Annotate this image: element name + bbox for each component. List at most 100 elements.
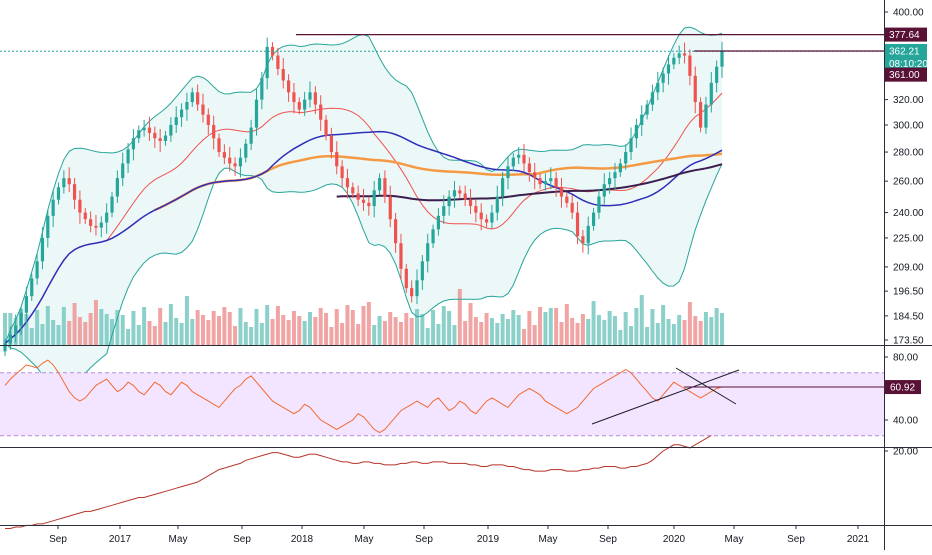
- volume-bar: [275, 306, 280, 345]
- volume-bar: [548, 308, 553, 345]
- candle-body: [490, 212, 494, 223]
- volume-bar: [286, 320, 291, 345]
- price-tick-label: 300.00: [893, 120, 924, 131]
- volume-bar: [388, 312, 393, 345]
- rsi-trendline-support: [591, 369, 740, 425]
- volume-bar: [77, 317, 82, 345]
- volume-bar: [580, 314, 585, 345]
- volume-bar: [361, 306, 366, 345]
- candle-body: [447, 196, 451, 207]
- candle-body: [640, 114, 644, 125]
- candle-body: [78, 199, 82, 213]
- volume-bar: [505, 319, 510, 345]
- candle-body: [436, 215, 441, 230]
- obv-tick-label: 20.00: [893, 447, 918, 458]
- candle-body: [313, 92, 317, 105]
- volume-bar: [259, 323, 264, 345]
- volume-bar: [591, 301, 596, 345]
- volume-bar: [473, 317, 478, 345]
- candle-body: [24, 296, 29, 313]
- volume-bar: [612, 316, 617, 345]
- candle-body: [575, 212, 580, 237]
- candle-body: [715, 66, 719, 83]
- volume-bar: [51, 320, 56, 345]
- volume-bar: [698, 321, 703, 345]
- volume-bar: [233, 326, 238, 345]
- price-tag-label: 362.21: [889, 46, 920, 57]
- volume-bar: [677, 315, 682, 345]
- candle-body: [244, 143, 248, 158]
- volume-bar: [147, 321, 152, 345]
- volume-bar: [468, 303, 473, 345]
- volume-bar: [596, 315, 601, 345]
- volume-bar: [607, 311, 612, 345]
- volume-bar: [29, 328, 34, 345]
- volume-bar: [329, 327, 334, 345]
- volume-bar: [666, 319, 671, 345]
- volume-bar: [163, 322, 168, 345]
- rsi-tag-background: [885, 380, 921, 395]
- candle-body: [367, 202, 371, 207]
- volume-bar: [543, 312, 548, 345]
- candle-body: [495, 196, 499, 213]
- volume-bar: [206, 320, 211, 345]
- volume-bar: [126, 329, 131, 345]
- time-tick-label: May: [539, 534, 558, 545]
- volume-bar: [24, 314, 29, 345]
- candle-body: [110, 196, 114, 213]
- candle-body: [72, 184, 77, 200]
- volume-bar: [720, 313, 724, 345]
- volume-bar: [67, 321, 72, 345]
- candle-body: [501, 178, 505, 197]
- bollinger-lower-band: [4, 163, 723, 397]
- rsi-line: [4, 359, 723, 434]
- candle-body: [201, 104, 205, 115]
- volume-bar: [393, 317, 398, 345]
- candle-body: [618, 163, 622, 173]
- time-tick-label: Sep: [415, 534, 433, 545]
- rsi-axis[interactable]: 80.00 40.00: [884, 353, 918, 427]
- time-tick-label: May: [355, 534, 374, 545]
- rsi-pane[interactable]: [0, 359, 884, 437]
- candle-body: [174, 117, 178, 125]
- volume-bar: [538, 307, 543, 345]
- price-tick-label: 173.50: [893, 336, 924, 347]
- candle-body: [206, 114, 210, 125]
- obv-pane[interactable]: [5, 435, 712, 529]
- price-pane[interactable]: [0, 26, 884, 397]
- bollinger-fill: [5, 27, 722, 396]
- candle-body: [345, 178, 350, 188]
- volume-bar: [168, 304, 173, 345]
- price-tag-label: 361.00: [889, 70, 920, 81]
- volume-bar: [142, 307, 147, 345]
- obv-axis[interactable]: 20.00: [884, 447, 918, 458]
- volume-bar: [564, 304, 569, 345]
- candle-body: [394, 219, 398, 244]
- candle-body: [126, 149, 130, 164]
- candle-body: [415, 280, 419, 297]
- candle-body: [185, 102, 189, 110]
- candle-body: [137, 130, 141, 139]
- candle-body: [554, 178, 558, 188]
- candle-body: [591, 212, 596, 226]
- time-tick-label: Sep: [599, 534, 617, 545]
- horizontal-levels: [296, 33, 884, 52]
- candle-body: [720, 51, 724, 67]
- candle-body: [645, 104, 649, 115]
- time-tick-label: Sep: [49, 534, 67, 545]
- volume-bar: [522, 329, 527, 345]
- candle-body: [158, 138, 162, 141]
- time-axis[interactable]: Sep 2017 May Sep 2018 May Sep 2019 May Sep 2020 May…: [49, 525, 870, 545]
- volume-bar: [222, 307, 227, 345]
- price-tick-label: 400.00: [893, 8, 924, 19]
- volume-bar: [56, 325, 61, 345]
- volume-bar: [714, 308, 719, 345]
- candle-body: [383, 178, 387, 197]
- volume-bar: [72, 303, 77, 345]
- volume-bar: [372, 325, 377, 345]
- volume-bar: [184, 296, 189, 345]
- candle-body: [543, 181, 548, 185]
- volume-bar: [120, 315, 125, 345]
